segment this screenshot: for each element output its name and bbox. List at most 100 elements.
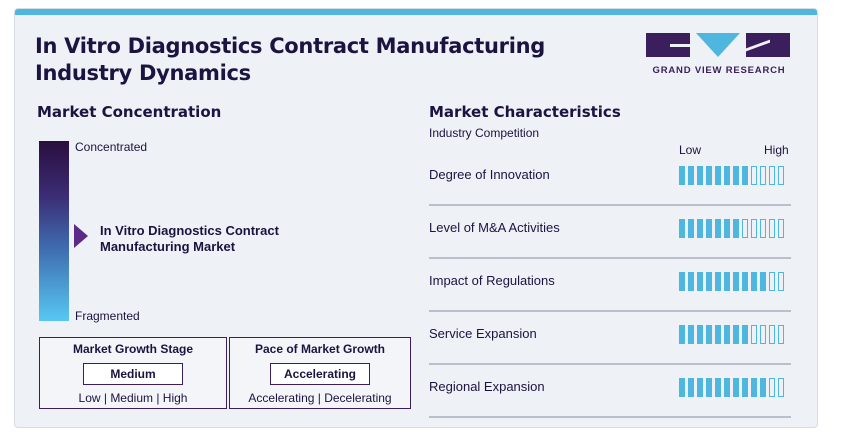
- meter-segment-empty: [760, 166, 766, 185]
- meter-segment-filled: [706, 325, 712, 344]
- scale-high-label: High: [764, 143, 789, 157]
- market-characteristics-title: Market Characteristics: [429, 103, 621, 121]
- meter-segment-filled: [688, 219, 694, 238]
- meter-segment-filled: [760, 378, 766, 397]
- meter-segment-filled: [679, 325, 685, 344]
- row-divider: [429, 310, 791, 312]
- characteristic-meter: [679, 219, 787, 238]
- meter-segment-filled: [688, 378, 694, 397]
- page-title: In Vitro Diagnostics Contract Manufactur…: [35, 34, 545, 85]
- meter-segment-empty: [769, 166, 775, 185]
- row-divider: [429, 416, 791, 418]
- logo-mark-center: [696, 33, 740, 57]
- meter-segment-empty: [778, 325, 784, 344]
- concentration-marker-icon: [74, 224, 88, 248]
- meter-segment-filled: [751, 272, 757, 291]
- meter-segment-empty: [760, 219, 766, 238]
- meter-segment-filled: [742, 378, 748, 397]
- growth-pace-value: Accelerating: [270, 363, 370, 385]
- meter-segment-empty: [742, 219, 748, 238]
- characteristic-meter: [679, 378, 787, 397]
- meter-segment-empty: [778, 166, 784, 185]
- meter-segment-filled: [715, 378, 721, 397]
- meter-segment-filled: [742, 325, 748, 344]
- characteristic-label: Degree of Innovation: [429, 167, 550, 182]
- market-concentration-title: Market Concentration: [37, 103, 222, 121]
- growth-pace-title: Pace of Market Growth: [254, 342, 386, 356]
- characteristic-row: Impact of Regulations: [429, 259, 791, 312]
- meter-segment-filled: [679, 272, 685, 291]
- meter-segment-filled: [715, 219, 721, 238]
- meter-segment-empty: [769, 272, 775, 291]
- meter-segment-filled: [733, 166, 739, 185]
- concentrated-label: Concentrated: [75, 140, 148, 154]
- growth-stage-box: Market Growth Stage Medium Low | Medium …: [39, 337, 227, 409]
- growth-pace-options: Accelerating | Decelerating: [248, 391, 392, 405]
- meter-segment-filled: [697, 219, 703, 238]
- meter-segment-filled: [706, 166, 712, 185]
- meter-segment-filled: [688, 166, 694, 185]
- meter-segment-empty: [751, 166, 757, 185]
- meter-segment-filled: [706, 378, 712, 397]
- meter-segment-filled: [733, 272, 739, 291]
- meter-segment-filled: [697, 166, 703, 185]
- meter-segment-filled: [715, 325, 721, 344]
- meter-segment-filled: [724, 325, 730, 344]
- market-name-label: In Vitro Diagnostics Contract Manufactur…: [100, 223, 279, 254]
- meter-segment-filled: [724, 378, 730, 397]
- meter-segment-empty: [778, 272, 784, 291]
- meter-segment-filled: [724, 166, 730, 185]
- characteristic-label: Regional Expansion: [429, 379, 545, 394]
- meter-segment-filled: [724, 272, 730, 291]
- meter-segment-filled: [733, 219, 739, 238]
- characteristic-label: Impact of Regulations: [429, 273, 555, 288]
- meter-segment-filled: [733, 325, 739, 344]
- meter-segment-filled: [733, 378, 739, 397]
- meter-segment-empty: [769, 219, 775, 238]
- meter-segment-empty: [751, 219, 757, 238]
- characteristic-row: Level of M&A Activities: [429, 206, 791, 259]
- meter-segment-filled: [679, 166, 685, 185]
- growth-pace-box: Pace of Market Growth Accelerating Accel…: [229, 337, 411, 409]
- concentration-gradient-bar: [39, 141, 69, 321]
- meter-segment-filled: [688, 272, 694, 291]
- fragmented-label: Fragmented: [75, 309, 140, 323]
- row-divider: [429, 204, 791, 206]
- characteristic-row: Degree of Innovation: [429, 153, 791, 206]
- accent-bar: [15, 9, 817, 15]
- growth-stage-value: Medium: [83, 363, 183, 385]
- characteristic-meter: [679, 325, 787, 344]
- dynamics-card: In Vitro Diagnostics Contract Manufactur…: [14, 8, 818, 428]
- meter-segment-filled: [715, 272, 721, 291]
- meter-segment-filled: [742, 166, 748, 185]
- logo-mark-right: [746, 33, 790, 57]
- meter-segment-filled: [742, 272, 748, 291]
- meter-segment-filled: [706, 272, 712, 291]
- characteristic-meter: [679, 272, 787, 291]
- characteristic-row: Service Expansion: [429, 312, 791, 365]
- characteristic-meter: [679, 166, 787, 185]
- characteristic-label: Level of M&A Activities: [429, 220, 560, 235]
- characteristic-label: Service Expansion: [429, 326, 537, 341]
- meter-segment-filled: [679, 219, 685, 238]
- row-divider: [429, 257, 791, 259]
- row-divider: [429, 363, 791, 365]
- growth-stage-title: Market Growth Stage: [72, 342, 194, 356]
- meter-segment-filled: [724, 219, 730, 238]
- logo-text: GRAND VIEW RESEARCH: [652, 65, 786, 76]
- scale-low-label: Low: [679, 143, 702, 157]
- meter-segment-filled: [679, 378, 685, 397]
- characteristic-row: Regional Expansion: [429, 365, 791, 418]
- meter-segment-filled: [760, 272, 766, 291]
- meter-segment-filled: [697, 325, 703, 344]
- meter-segment-empty: [769, 378, 775, 397]
- meter-segment-empty: [751, 325, 757, 344]
- meter-segment-filled: [715, 166, 721, 185]
- grand-view-research-logo: GRAND VIEW RESEARCH: [644, 33, 794, 83]
- meter-segment-filled: [697, 272, 703, 291]
- growth-stage-options: Low | Medium | High: [78, 391, 188, 405]
- meter-segment-empty: [778, 219, 784, 238]
- logo-mark-left: [646, 33, 690, 57]
- meter-segment-filled: [751, 378, 757, 397]
- meter-segment-filled: [706, 219, 712, 238]
